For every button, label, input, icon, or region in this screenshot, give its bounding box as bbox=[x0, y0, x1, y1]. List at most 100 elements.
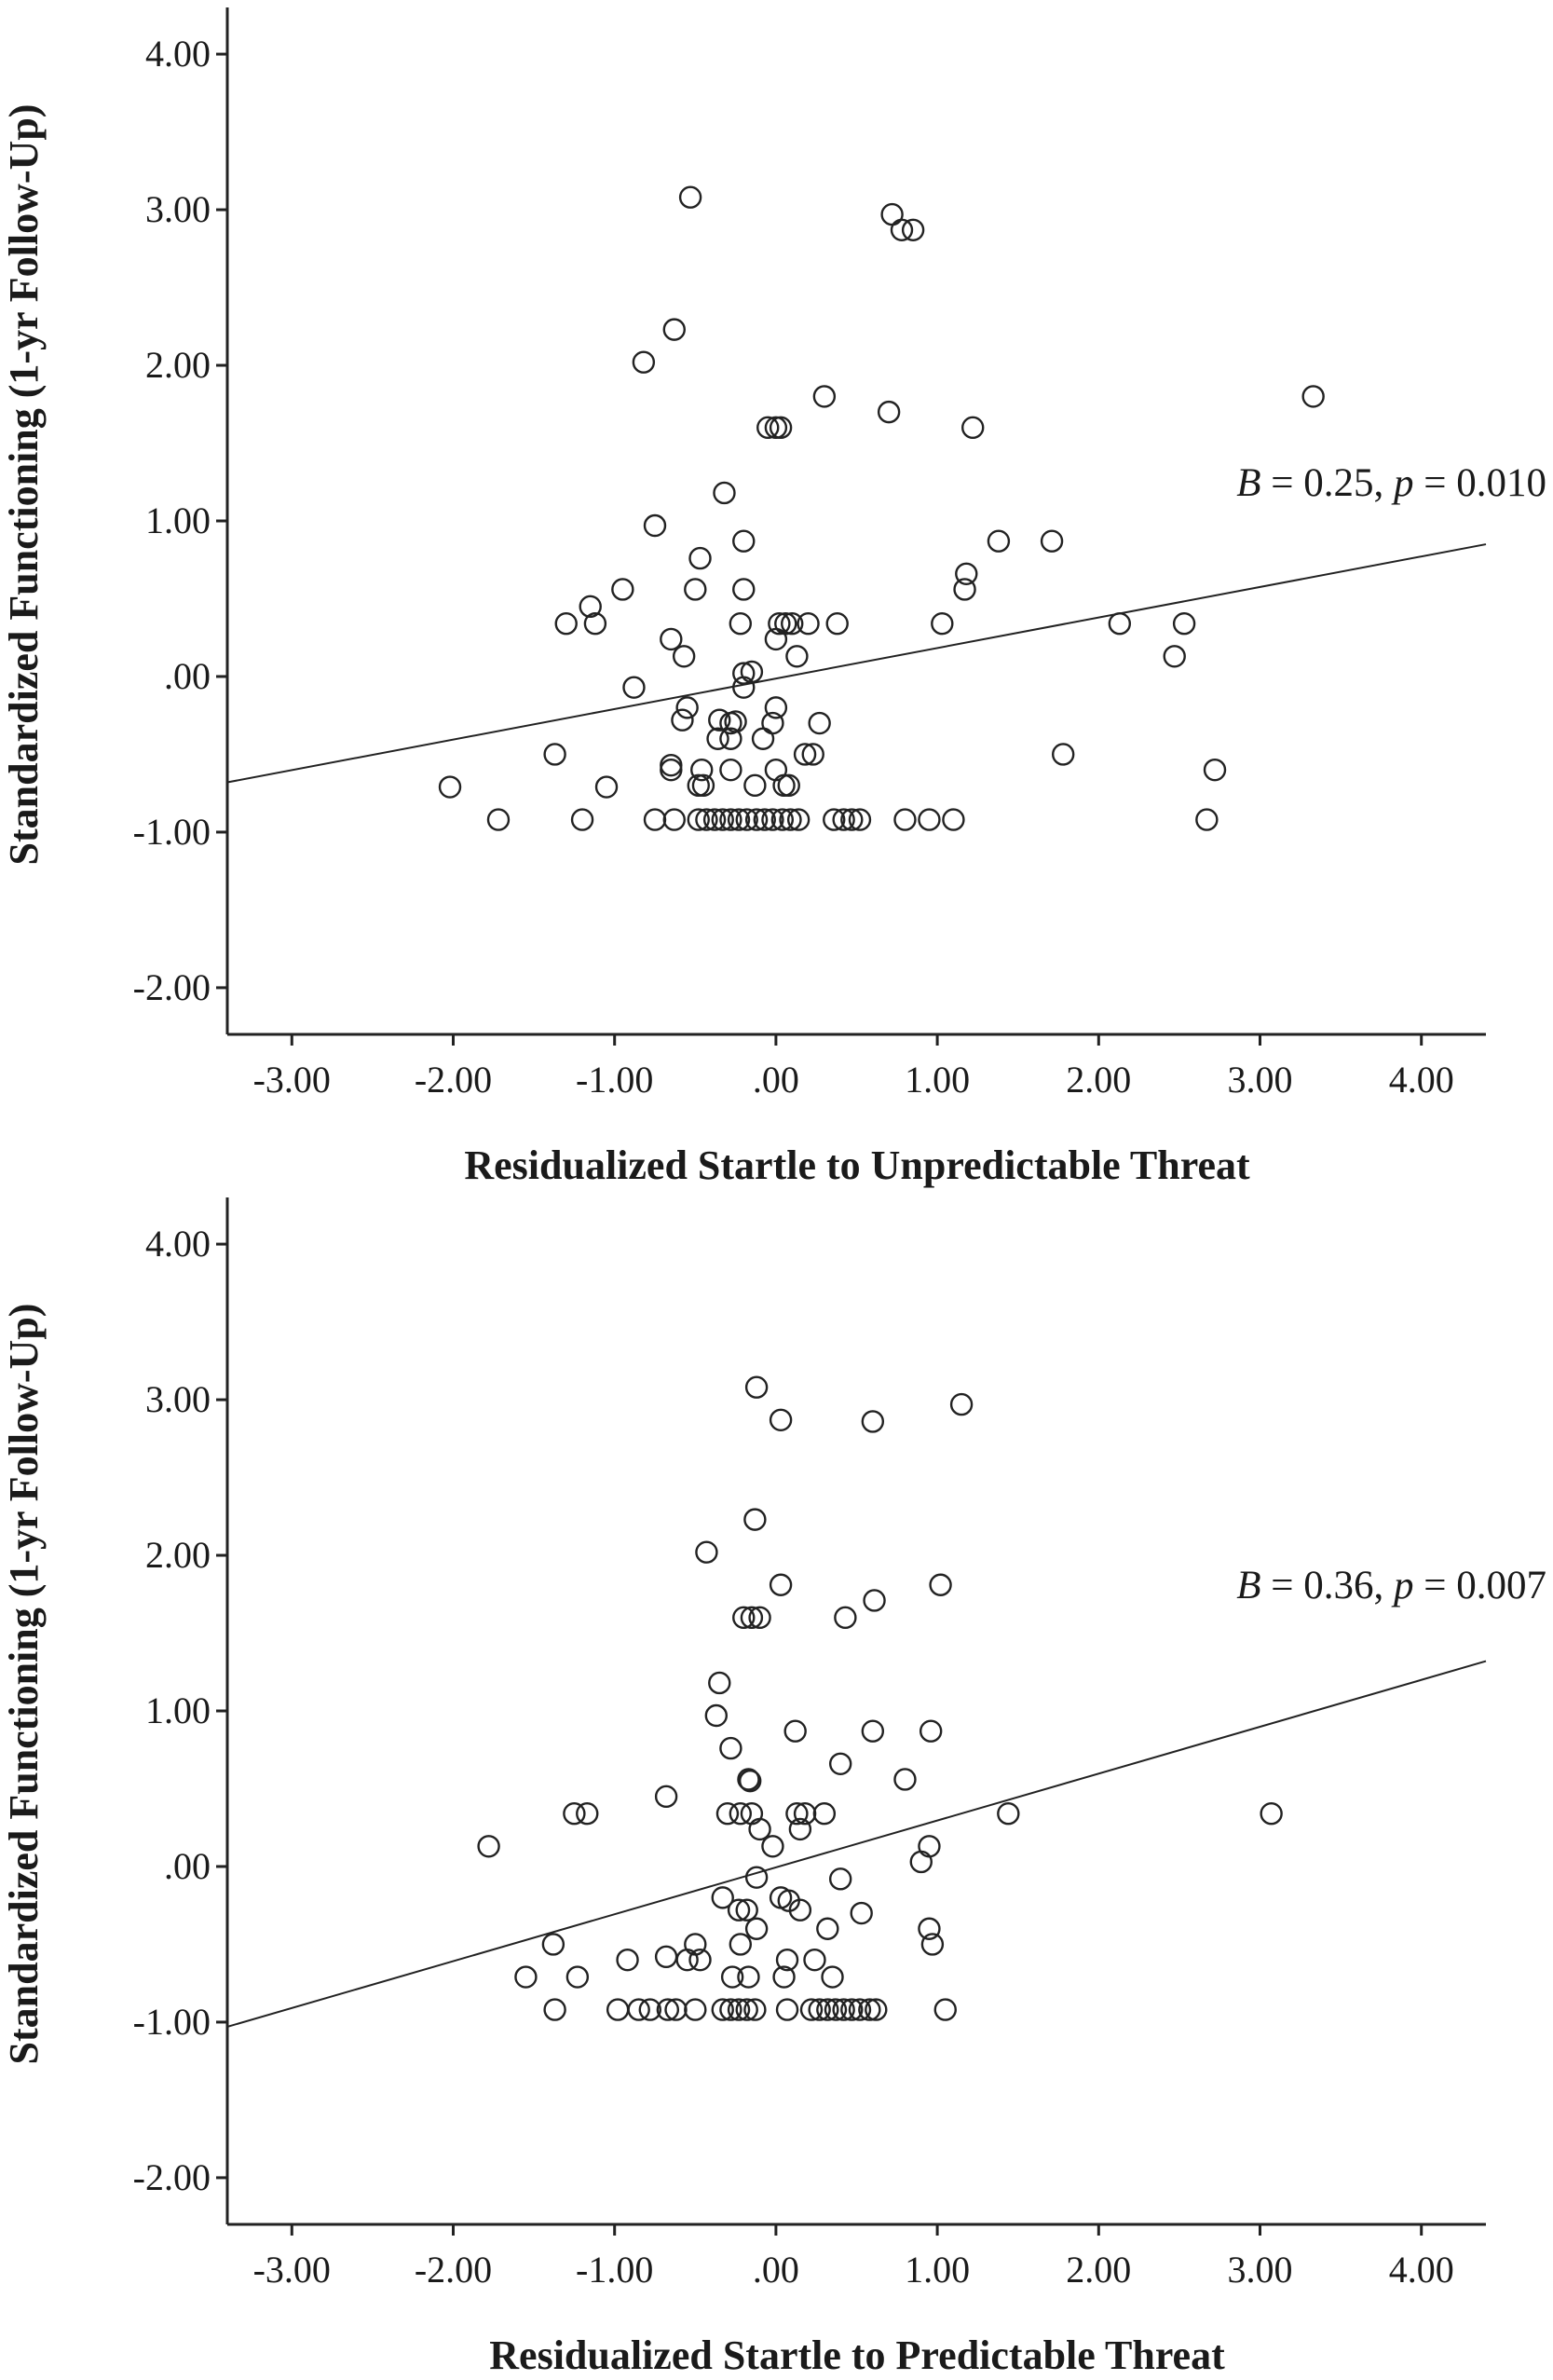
annotation-p-value: = 0.010 bbox=[1413, 461, 1546, 505]
scatter-point bbox=[799, 1998, 824, 2021]
chart-top-svg: 4.00 3.00 2.00 1.00 .00 -1.00 -2.00 -3.00 -2.00 -… bbox=[1, 7, 1546, 1188]
scatter-point bbox=[711, 1998, 734, 2021]
y-tick-label: 1.00 bbox=[145, 1689, 211, 1731]
x-axis-title: Residualized Startle to Predictable Thre… bbox=[489, 2332, 1225, 2378]
scatter-point bbox=[772, 1965, 796, 1989]
scatter-point bbox=[660, 758, 683, 782]
scatter-point bbox=[1203, 758, 1227, 782]
scatter-point bbox=[1163, 645, 1186, 668]
chart-top: 4.00 3.00 2.00 1.00 .00 -1.00 -2.00 -3.00 -2.00 -… bbox=[1, 7, 1546, 1188]
x-tick-label: -3.00 bbox=[253, 1059, 331, 1101]
scatter-point bbox=[695, 808, 718, 831]
scatter-point bbox=[997, 1802, 1020, 1826]
x-tick-label: -2.00 bbox=[415, 1059, 492, 1101]
scatter-point bbox=[865, 1998, 888, 2021]
scatter-point bbox=[764, 627, 788, 651]
scatter-point bbox=[828, 1752, 852, 1775]
scatter-point bbox=[715, 1802, 740, 1826]
scatter-point bbox=[708, 708, 731, 732]
scatter-point bbox=[812, 1802, 837, 1826]
scatter-point bbox=[848, 808, 872, 831]
scatter-point bbox=[793, 743, 817, 766]
scatter-point bbox=[735, 808, 758, 831]
scatter-point bbox=[793, 1802, 817, 1826]
fit-annotation: B = 0.25, p = 0.010 bbox=[1236, 461, 1546, 505]
scatter-point bbox=[743, 773, 767, 798]
x-tick-label: -3.00 bbox=[253, 2249, 331, 2291]
scatter-point bbox=[816, 1917, 839, 1940]
scatter-point bbox=[768, 612, 791, 636]
scatter-point bbox=[543, 743, 566, 766]
y-tick-label: 4.00 bbox=[145, 33, 211, 75]
scatter-point bbox=[877, 400, 901, 424]
scatter-point bbox=[801, 743, 824, 766]
scatter-point bbox=[1108, 612, 1132, 636]
scatter-point bbox=[711, 1886, 734, 1909]
scatter-point bbox=[632, 350, 656, 374]
x-tick-label: -2.00 bbox=[415, 2249, 492, 2291]
scatter-point bbox=[1052, 743, 1075, 766]
scatter-point bbox=[671, 708, 694, 732]
y-tick-label: -1.00 bbox=[133, 811, 211, 853]
scatter-point bbox=[761, 1835, 784, 1858]
annotation-b: B bbox=[1236, 461, 1260, 505]
scatter-point bbox=[695, 1540, 718, 1564]
scatter-point bbox=[785, 645, 809, 668]
scatter-point bbox=[477, 1835, 500, 1858]
scatter-point bbox=[918, 808, 941, 831]
scatter-point bbox=[832, 808, 855, 831]
scatter-point bbox=[708, 1671, 731, 1695]
scatter-point bbox=[729, 1933, 752, 1956]
scatter-point bbox=[606, 1998, 630, 2021]
scatter-point bbox=[770, 808, 795, 831]
x-tick-label: 3.00 bbox=[1228, 2249, 1293, 2291]
y-tick-label: 3.00 bbox=[145, 188, 211, 230]
scatter-point bbox=[961, 416, 985, 440]
x-tick-label: -1.00 bbox=[576, 1059, 653, 1101]
scatter-point bbox=[594, 775, 619, 799]
chart-bottom-svg: 4.00 3.00 2.00 1.00 .00 -1.00 -2.00 -3.00 -2.00 -… bbox=[1, 1197, 1546, 2378]
scatter-point bbox=[678, 185, 702, 209]
annotation-b-value: = 0.25, bbox=[1260, 461, 1394, 505]
annotation-p: p bbox=[1391, 461, 1414, 505]
scatter-point bbox=[783, 1719, 807, 1743]
x-tick-label: 4.00 bbox=[1389, 1059, 1454, 1101]
x-tick-label: 2.00 bbox=[1066, 2249, 1131, 2291]
scatter-point bbox=[656, 1998, 680, 2021]
y-tick-label: .00 bbox=[164, 655, 211, 697]
scatter-point bbox=[893, 808, 917, 831]
scatter-point bbox=[737, 1965, 760, 1989]
scatter-point bbox=[880, 202, 904, 226]
scatter-point bbox=[753, 808, 776, 831]
scatter-point bbox=[690, 758, 714, 782]
scatter-point bbox=[541, 1933, 565, 1956]
scatter-point bbox=[987, 529, 1011, 553]
scatter-point bbox=[748, 1817, 771, 1841]
scatter-point bbox=[756, 416, 780, 440]
x-tick-label: .00 bbox=[753, 1059, 799, 1101]
scatter-point bbox=[850, 1901, 873, 1925]
scatter-point bbox=[684, 578, 707, 601]
scatter-point bbox=[933, 1998, 957, 2021]
scatter-point bbox=[565, 1965, 590, 1989]
scatter-point bbox=[706, 727, 729, 750]
scatter-point bbox=[785, 1802, 809, 1826]
scatter-point bbox=[638, 1998, 661, 2021]
scatter-point bbox=[643, 808, 667, 831]
scatter-point bbox=[751, 727, 775, 750]
scatter-point bbox=[744, 1866, 769, 1889]
scatter-point bbox=[858, 1998, 881, 2021]
scatter-point bbox=[576, 1802, 599, 1826]
scatter-point bbox=[848, 1998, 872, 2021]
x-tick-label: -1.00 bbox=[576, 2249, 653, 2291]
scatter-point bbox=[672, 645, 696, 668]
scatter-point bbox=[861, 1719, 885, 1743]
annotation-p: p bbox=[1391, 1564, 1414, 1607]
y-tick-label: 1.00 bbox=[145, 499, 211, 541]
scatter-point bbox=[901, 218, 925, 241]
scatter-point bbox=[727, 808, 751, 831]
scatter-point bbox=[554, 612, 578, 636]
scatter-point bbox=[622, 676, 646, 699]
y-tick-label: -1.00 bbox=[133, 2001, 211, 2043]
x-tick-label: 3.00 bbox=[1228, 1059, 1293, 1101]
